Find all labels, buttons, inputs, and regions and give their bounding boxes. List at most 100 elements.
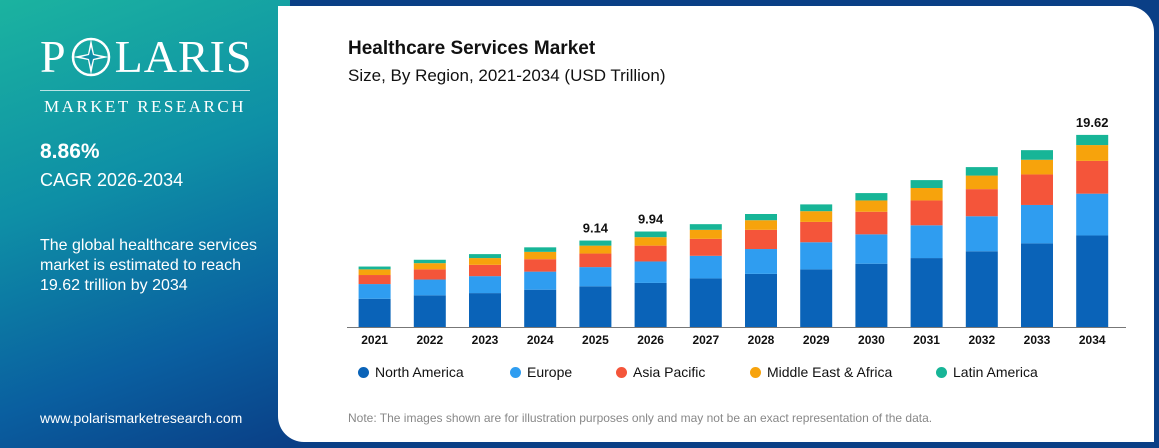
bar-segment-asia-pacific-2034 [1076, 160, 1109, 194]
bar-segment-asia-pacific-2027 [689, 238, 722, 256]
legend-swatch [750, 366, 761, 378]
legend-swatch [936, 366, 947, 378]
legend-item: Latin America [936, 364, 1056, 380]
bar-segment-asia-pacific-2021 [358, 275, 391, 285]
bar-segment-europe-2034 [1076, 193, 1109, 236]
legend-swatch [510, 366, 521, 378]
bar-segment-asia-pacific-2024 [524, 259, 557, 272]
legend-label: Middle East & Africa [767, 364, 893, 380]
bar-segment-latin-america-2022 [413, 259, 446, 264]
bar-segment-europe-2021 [358, 284, 391, 299]
bar-segment-north-america-2032 [965, 251, 998, 327]
disclaimer-note: Note: The images shown are for illustrat… [348, 411, 933, 425]
bar-segment-north-america-2027 [689, 278, 722, 327]
bar-segment-middle-east-africa-2022 [413, 263, 446, 270]
bar-segment-middle-east-africa-2028 [745, 220, 777, 230]
bar-segment-north-america-2026 [634, 282, 667, 327]
bar-segment-middle-east-africa-2025 [579, 245, 612, 254]
bar-segment-north-america-2023 [469, 293, 501, 327]
bar-segment-latin-america-2030 [855, 193, 888, 201]
x-tick-label: 2028 [748, 333, 775, 347]
bar-segment-asia-pacific-2023 [469, 264, 501, 277]
bar-segment-north-america-2033 [1021, 243, 1053, 327]
stacked-bar-chart: 2021 2022 2023 2024 2025 9.14 2026 9.94 2027 2028… [347, 115, 1126, 347]
bar-segment-europe-2029 [800, 242, 833, 270]
bar-segment-latin-america-2031 [910, 180, 943, 189]
bar-segment-north-america-2030 [855, 263, 888, 327]
bar-segment-latin-america-2033 [1021, 150, 1053, 160]
cagr-label: CAGR 2026-2034 [40, 170, 184, 190]
legend-swatch [358, 366, 369, 378]
bar-segment-europe-2024 [524, 271, 557, 290]
chart-title: Healthcare Services Market [348, 38, 596, 59]
legend-label: North America [375, 364, 464, 380]
chart-card: Healthcare Services Market Size, By Regi… [278, 6, 1154, 442]
bar-segment-middle-east-africa-2034 [1076, 145, 1109, 161]
logo-letter: P [40, 31, 67, 82]
x-tick-label: 2033 [1024, 333, 1051, 347]
bar-segment-latin-america-2034 [1076, 134, 1109, 146]
x-tick-label: 2023 [472, 333, 499, 347]
bar-segment-north-america-2034 [1076, 235, 1109, 327]
bar-segment-europe-2028 [745, 249, 777, 274]
x-tick-label: 2029 [803, 333, 830, 347]
x-tick-label: 2032 [968, 333, 995, 347]
bar-segment-latin-america-2027 [689, 224, 722, 230]
bar-segment-asia-pacific-2028 [745, 229, 777, 250]
bar-segment-middle-east-africa-2023 [469, 258, 501, 265]
logo-letters: LARIS [114, 31, 253, 82]
bar-segment-north-america-2022 [413, 295, 446, 327]
chart-legend: North America Europe Asia Pacific Middle Ea… [358, 364, 1056, 380]
x-tick-label: 2031 [913, 333, 940, 347]
bar-segment-asia-pacific-2026 [634, 245, 667, 262]
data-label: 19.62 [1076, 115, 1109, 130]
bar-segment-north-america-2021 [358, 298, 391, 327]
x-tick-label: 2024 [527, 333, 554, 347]
bar-segment-asia-pacific-2031 [910, 200, 943, 226]
bar-segment-middle-east-africa-2029 [800, 211, 833, 222]
logo-subtitle: MARKET RESEARCH [40, 90, 250, 117]
bar-segment-north-america-2029 [800, 269, 833, 327]
bar-segment-europe-2031 [910, 225, 943, 259]
bar-segment-europe-2025 [579, 267, 612, 287]
legend-label: Europe [527, 364, 573, 380]
bar-segment-europe-2023 [469, 276, 501, 294]
legend-label: Latin America [953, 364, 1038, 380]
bar-segment-middle-east-africa-2027 [689, 229, 722, 239]
data-label: 9.14 [583, 221, 609, 236]
x-tick-label: 2026 [637, 333, 664, 347]
x-tick-label: 2030 [858, 333, 885, 347]
x-tick-label: 2034 [1079, 333, 1106, 347]
bar-segment-europe-2022 [413, 279, 446, 296]
bar-segment-latin-america-2023 [469, 254, 501, 259]
x-tick-label: 2022 [416, 333, 443, 347]
chart-subtitle: Size, By Region, 2021-2034 (USD Trillion… [348, 66, 666, 85]
bar-segment-latin-america-2025 [579, 240, 612, 246]
x-tick-label: 2021 [361, 333, 388, 347]
bar-segment-middle-east-africa-2033 [1021, 159, 1053, 175]
cagr-value: 8.86% [40, 140, 100, 163]
bar-segment-latin-america-2029 [800, 204, 833, 212]
bar-segment-latin-america-2026 [634, 231, 667, 238]
legend-item: North America [358, 364, 510, 380]
website-link[interactable]: www.polarismarketresearch.com [40, 410, 243, 426]
data-label: 9.94 [638, 212, 664, 227]
bar-segment-middle-east-africa-2024 [524, 251, 557, 260]
bar-segment-latin-america-2021 [358, 266, 391, 270]
bar-segment-latin-america-2028 [745, 214, 777, 221]
bar-segment-asia-pacific-2033 [1021, 174, 1053, 205]
sidebar-panel: P LARIS MARKET RESEARCH 8.86% CAGR 2026-… [0, 0, 290, 448]
bar-segment-europe-2030 [855, 234, 888, 264]
legend-item: Europe [510, 364, 616, 380]
bar-segment-europe-2033 [1021, 204, 1053, 244]
legend-item: Asia Pacific [616, 364, 750, 380]
polaris-logo: P LARIS MARKET RESEARCH [40, 32, 260, 117]
bar-segment-north-america-2031 [910, 258, 943, 327]
bar-segment-middle-east-africa-2026 [634, 237, 667, 246]
legend-item: Middle East & Africa [750, 364, 936, 380]
bar-segment-middle-east-africa-2032 [965, 175, 998, 190]
bar-segment-north-america-2024 [524, 289, 557, 327]
bar-segment-latin-america-2024 [524, 247, 557, 252]
bar-segment-latin-america-2032 [965, 167, 998, 176]
compass-star-icon [71, 37, 110, 77]
